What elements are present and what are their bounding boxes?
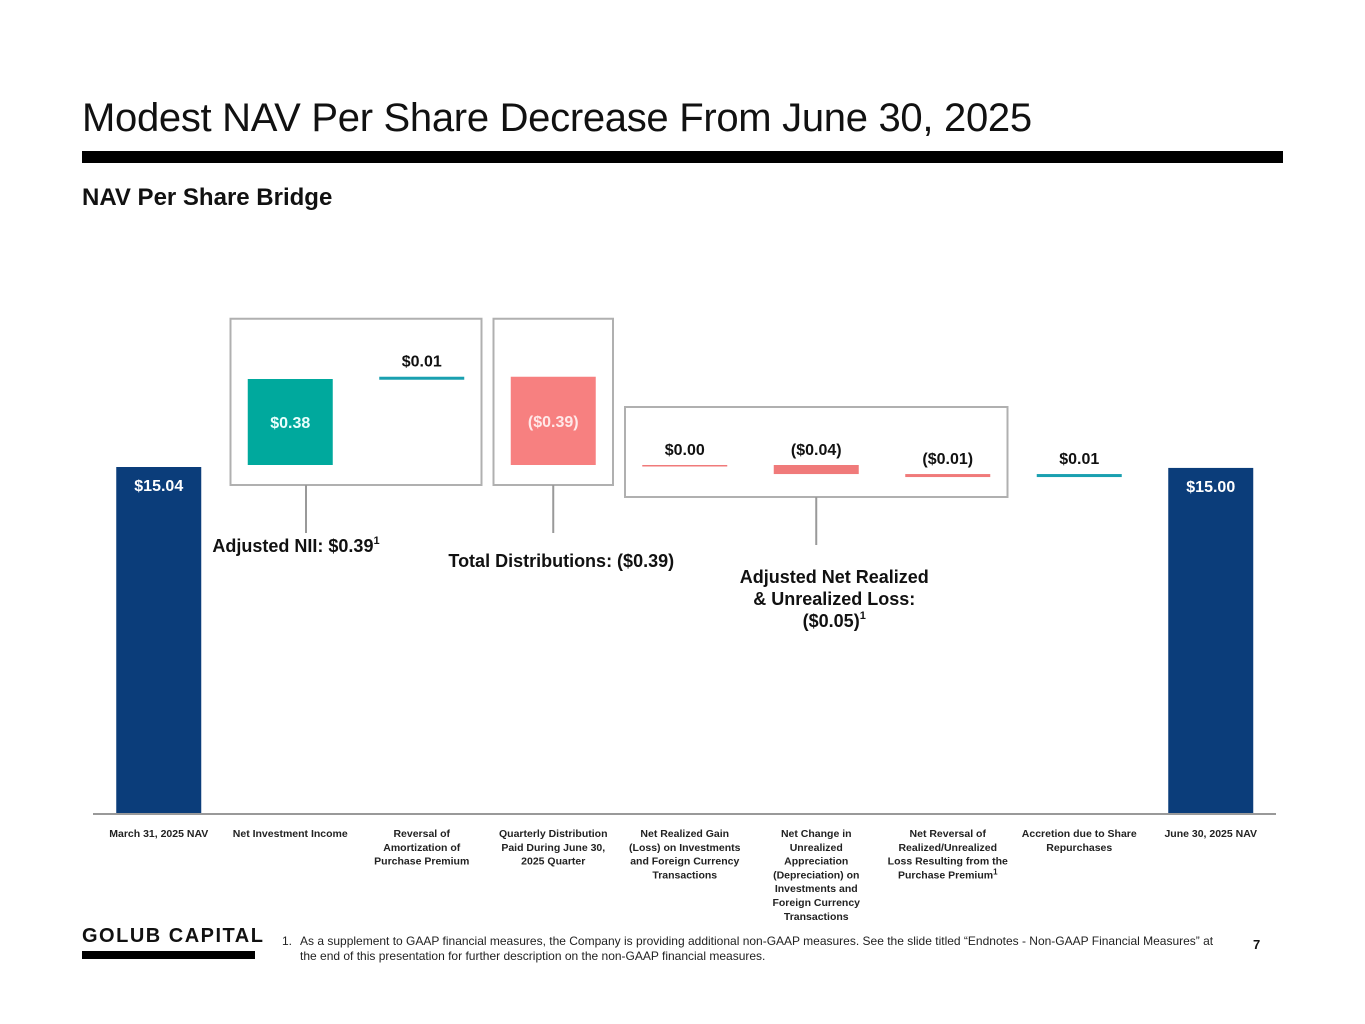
- logo-underline: [82, 951, 255, 959]
- bar-data-label: ($0.01): [922, 451, 973, 468]
- chart-subtitle: NAV Per Share Bridge: [82, 184, 333, 211]
- bar: [1036, 474, 1122, 478]
- bar: [510, 376, 596, 465]
- footnote-number: 1.: [282, 934, 293, 948]
- bar-data-label: $0.01: [1059, 451, 1099, 468]
- bar-data-label: ($0.04): [791, 442, 842, 459]
- category-label: Amortization of: [383, 842, 460, 854]
- group-label: Adjusted NII: $0.391: [212, 535, 379, 556]
- group-label: & Unrealized Loss:: [753, 589, 915, 609]
- bar: [379, 376, 465, 380]
- category-label: Reversal of: [393, 828, 450, 840]
- category-label: Unrealized: [790, 842, 843, 854]
- group-label-footnote: 1: [860, 610, 866, 622]
- page-number: 7: [1253, 937, 1261, 952]
- bar: [1168, 467, 1254, 813]
- category-label: Quarterly Distribution: [499, 828, 608, 840]
- category-label: Appreciation: [784, 856, 848, 868]
- bar-data-label: $0.00: [665, 442, 705, 459]
- bar-data-label: $15.04: [134, 478, 183, 495]
- category-label-footnote: 1: [993, 867, 998, 876]
- bar-data-label: $0.38: [270, 415, 310, 432]
- bar: [905, 474, 991, 478]
- category-label: Purchase Premium1: [898, 867, 998, 881]
- category-label: Accretion due to Share: [1022, 828, 1137, 840]
- category-label: Net Realized Gain: [640, 828, 729, 840]
- footnote: 1. As a supplement to GAAP financial mea…: [282, 934, 1222, 964]
- bar: [642, 465, 728, 467]
- bar-data-label: ($0.39): [528, 414, 579, 431]
- bar: [247, 379, 333, 465]
- category-label: 2025 Quarter: [521, 856, 585, 868]
- category-label: Loss Resulting from the: [888, 856, 1008, 868]
- bar-data-label: $0.01: [402, 354, 442, 371]
- category-label: Net Investment Income: [233, 828, 348, 840]
- category-label: Repurchases: [1046, 842, 1112, 854]
- nav-bridge-chart: Adjusted NII: $0.391 Total Distributions:…: [93, 317, 1276, 923]
- bar: [773, 465, 859, 475]
- category-label: Realized/Unrealized: [898, 842, 997, 854]
- group-box: [229, 317, 483, 486]
- footnote-text: As a supplement to GAAP financial measur…: [300, 934, 1214, 963]
- category-label: Net Reversal of: [910, 828, 987, 840]
- group-label-footnote: 1: [373, 535, 379, 547]
- group-label: ($0.05)1: [803, 610, 866, 631]
- category-label: Purchase Premium: [374, 856, 469, 868]
- bar: [116, 467, 202, 813]
- category-label: March 31, 2025 NAV: [109, 828, 208, 840]
- company-logo: GOLUB CAPITAL: [82, 925, 265, 947]
- category-label: (Depreciation) on: [773, 869, 859, 881]
- category-label: (Loss) on Investments: [629, 842, 741, 854]
- bar-data-label: $15.00: [1186, 479, 1235, 496]
- group-label: Total Distributions: ($0.39): [448, 551, 674, 571]
- title-divider: [82, 151, 1283, 163]
- category-label: Net Change in: [781, 828, 852, 840]
- group-label: Adjusted Net Realized: [740, 567, 929, 587]
- category-label: Transactions: [652, 869, 717, 881]
- page-title: Modest NAV Per Share Decrease From June …: [82, 96, 1032, 140]
- category-label: Paid During June 30,: [501, 842, 605, 854]
- category-label: and Foreign Currency: [630, 856, 739, 868]
- category-label: June 30, 2025 NAV: [1164, 828, 1257, 840]
- category-label: Investments and: [775, 883, 858, 895]
- category-label: Transactions: [784, 911, 849, 923]
- category-label: Foreign Currency: [772, 897, 860, 909]
